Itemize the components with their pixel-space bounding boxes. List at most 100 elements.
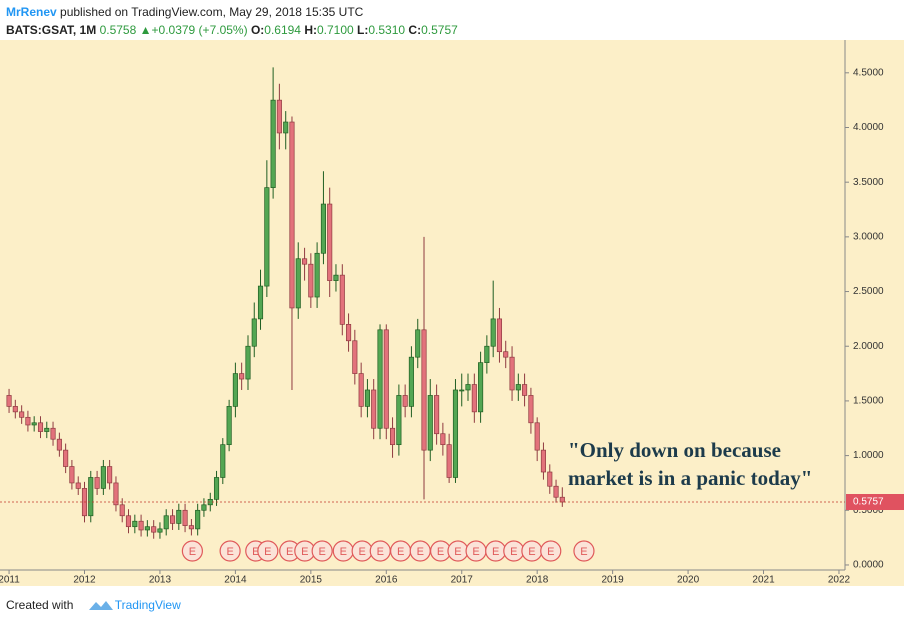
- candle-body: [396, 395, 402, 446]
- candle-body: [56, 438, 62, 451]
- y-tick-label: 4.0000: [853, 122, 884, 133]
- candle-body: [415, 329, 421, 358]
- candle-body: [31, 422, 37, 426]
- header: MrRenev published on TradingView.com, Ma…: [6, 3, 458, 39]
- last-price-box: [846, 494, 904, 511]
- earnings-label: E: [377, 546, 384, 558]
- candle-body: [138, 520, 144, 531]
- candle-body: [144, 526, 150, 531]
- c-label: C:: [408, 23, 422, 37]
- earnings-marker[interactable]: [257, 540, 279, 562]
- x-tick-label: 2020: [677, 575, 700, 586]
- chart-background: [0, 40, 904, 586]
- chart: E E E E E E E E E E E E E E E E E E E E"Only down on becaus…: [0, 40, 904, 586]
- earnings-label: E: [580, 546, 587, 558]
- candle-body: [69, 466, 75, 484]
- earnings-marker[interactable]: [311, 540, 333, 562]
- candle-body: [327, 203, 333, 281]
- candle-body: [75, 482, 81, 489]
- x-tick-label: 2022: [828, 575, 851, 586]
- x-tick-label: 2013: [149, 575, 172, 586]
- candle-body: [534, 422, 540, 451]
- x-tick-label: 2021: [752, 575, 775, 586]
- candle-body: [364, 389, 370, 407]
- footer: Created with TradingView: [6, 598, 181, 612]
- y-tick-label: 2.0000: [853, 341, 884, 352]
- created-with: Created with: [6, 598, 74, 612]
- x-tick-label: 2017: [451, 575, 474, 586]
- candle-body: [213, 477, 220, 500]
- published: published on TradingView.com, May 29, 20…: [60, 5, 364, 19]
- c: 0.5757: [421, 23, 458, 37]
- candle-body: [346, 324, 352, 342]
- candle-body: [245, 345, 251, 380]
- header-line: BATS:GSAT, 1M 0.5758 ▲+0.0379 (+7.05%) O…: [6, 21, 458, 39]
- candle-body: [377, 329, 383, 429]
- earnings-label: E: [547, 546, 554, 558]
- candle-body: [232, 373, 238, 407]
- candle-body: [515, 384, 521, 391]
- earnings-label: E: [226, 546, 233, 558]
- earnings-marker[interactable]: [573, 540, 595, 562]
- symbol: BATS:GSAT, 1M: [6, 23, 97, 37]
- earnings-marker[interactable]: [219, 540, 241, 562]
- annotation: market is in a panic today": [568, 466, 812, 490]
- earnings-label: E: [358, 546, 365, 558]
- y-tick-label: 3.5000: [853, 177, 884, 188]
- y-tick-label: 1.0000: [853, 450, 884, 461]
- x-tick-label: 2016: [375, 575, 398, 586]
- o: 0.6194: [264, 23, 301, 37]
- author[interactable]: MrRenev: [6, 5, 57, 19]
- candle-body: [37, 422, 44, 432]
- y-tick-label: 3.0000: [853, 232, 884, 243]
- earnings-label: E: [472, 546, 479, 558]
- candle-body: [151, 526, 157, 533]
- x-tick-label: 2018: [526, 575, 549, 586]
- earnings-label: E: [397, 546, 404, 558]
- candle-body: [6, 395, 12, 407]
- earnings-label: E: [510, 546, 517, 558]
- candle-body: [88, 477, 94, 517]
- candle-body: [276, 99, 282, 134]
- earnings-marker[interactable]: [181, 540, 203, 562]
- earnings-label: E: [437, 546, 444, 558]
- y-tick-label: 1.5000: [853, 396, 884, 407]
- candle-body: [446, 444, 452, 478]
- candle-body: [314, 252, 320, 298]
- earnings-label: E: [318, 546, 325, 558]
- earnings-label: E: [286, 546, 293, 558]
- candle-body: [465, 384, 471, 391]
- arrow: ▲: [139, 23, 152, 37]
- candle-body: [490, 318, 496, 347]
- earnings-marker[interactable]: [540, 540, 562, 562]
- earnings-label: E: [340, 546, 347, 558]
- candle-body: [188, 525, 194, 530]
- candle-body: [226, 406, 232, 446]
- candle-body: [333, 274, 339, 281]
- earnings-label: E: [454, 546, 461, 558]
- candle-body: [383, 329, 389, 429]
- candle-body: [496, 318, 503, 353]
- candle-body: [522, 384, 528, 396]
- candle-body: [169, 515, 176, 524]
- candle-body: [408, 356, 414, 407]
- earnings-label: E: [301, 546, 308, 558]
- earnings-label: E: [264, 546, 271, 558]
- candle-body: [132, 520, 138, 528]
- y-tick-label: 4.5000: [853, 67, 884, 78]
- logo: [89, 601, 113, 610]
- candle-body: [182, 509, 188, 526]
- earnings-label: E: [492, 546, 499, 558]
- l-label: L:: [357, 23, 369, 37]
- x-tick-label: 2015: [300, 575, 323, 586]
- earnings-label: E: [528, 546, 535, 558]
- candle-body: [157, 528, 163, 533]
- candle-body: [270, 99, 276, 188]
- candle-body: [220, 444, 226, 478]
- candle-body: [201, 504, 207, 511]
- candle-body: [371, 389, 377, 429]
- brand[interactable]: TradingView: [114, 598, 181, 612]
- last-price-label: 0.5757: [853, 497, 884, 508]
- candle-body: [251, 318, 257, 347]
